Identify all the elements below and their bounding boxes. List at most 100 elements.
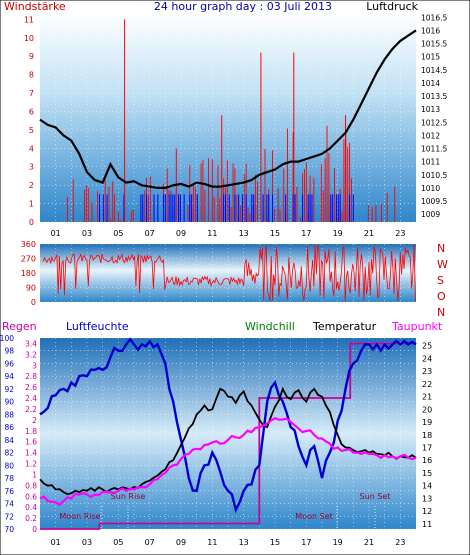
temp-tick-label: 23 bbox=[422, 367, 432, 376]
compass-letter: N bbox=[437, 242, 445, 255]
temp-tick-label: 11 bbox=[422, 520, 432, 529]
rain-tick-label: 2 bbox=[32, 416, 37, 425]
annotation-moon-rise: Moon Rise bbox=[59, 512, 100, 521]
x-tick-label-bottom: 21 bbox=[364, 538, 374, 547]
x-tick-label-bottom: 03 bbox=[82, 538, 92, 547]
rain-tick-label: 0.6 bbox=[25, 492, 37, 501]
right-tick-label: 1016.5 bbox=[421, 13, 447, 22]
x-tick-label-bottom: 09 bbox=[176, 538, 186, 547]
temp-tick-label: 15 bbox=[422, 469, 432, 478]
left-tick-label: 3 bbox=[29, 163, 34, 172]
left-tick-label: 9 bbox=[29, 52, 34, 61]
x-tick-label-top: 21 bbox=[364, 229, 374, 238]
left-tick-label: 6 bbox=[29, 107, 34, 116]
rain-tick-label: 1.2 bbox=[25, 460, 37, 469]
right-tick-label: 1014.5 bbox=[421, 66, 447, 75]
x-tick-label-top: 19 bbox=[333, 229, 343, 238]
humidity-tick-label: 98 bbox=[4, 347, 14, 356]
left-tick-label: 0 bbox=[29, 218, 34, 227]
right-tick-label: 1013.5 bbox=[421, 92, 447, 101]
left-tick-label: 5 bbox=[29, 126, 34, 135]
right-label-luftdruck: Luftdruck bbox=[366, 0, 418, 13]
humidity-tick-label: 88 bbox=[4, 410, 14, 419]
humidity-tick-label: 78 bbox=[4, 474, 14, 483]
x-tick-label-top: 13 bbox=[239, 229, 249, 238]
data-layer bbox=[39, 19, 417, 530]
x-tick-label-top: 03 bbox=[82, 229, 92, 238]
right-tick-label: 1015.5 bbox=[421, 40, 447, 49]
rain-tick-label: 0.8 bbox=[25, 481, 37, 490]
right-tick-label: 1016 bbox=[421, 26, 440, 35]
x-tick-label-top: 15 bbox=[270, 229, 280, 238]
chart-title: 24 hour graph day : 03 Juli 2013 bbox=[154, 0, 332, 13]
x-tick-label-top: 11 bbox=[207, 229, 217, 238]
pressure-line bbox=[39, 29, 417, 189]
rain-tick-label: 1.8 bbox=[25, 427, 37, 436]
temp-tick-label: 21 bbox=[422, 393, 432, 402]
temp-tick-label: 14 bbox=[422, 482, 432, 491]
direction-tick-label: 360 bbox=[21, 240, 36, 249]
rain-tick-label: 3.2 bbox=[25, 350, 37, 359]
legend-regen: Regen bbox=[2, 320, 37, 333]
humidity-tick-label: 96 bbox=[4, 359, 14, 368]
compass-letter: S bbox=[437, 274, 444, 287]
rain-tick-label: 2.2 bbox=[25, 405, 37, 414]
humidity-tick-label: 84 bbox=[4, 436, 14, 445]
rain-tick-label: 2.8 bbox=[25, 372, 37, 381]
humidity-tick-label: 82 bbox=[4, 449, 14, 458]
x-tick-label-bottom: 05 bbox=[113, 538, 123, 547]
legend-temperatur: Temperatur bbox=[312, 320, 377, 333]
temp-tick-label: 12 bbox=[422, 507, 432, 516]
x-tick-label-bottom: 19 bbox=[333, 538, 343, 547]
right-tick-label: 1010 bbox=[421, 184, 440, 193]
temp-tick-label: 24 bbox=[422, 354, 432, 363]
compass-letter: W bbox=[437, 258, 448, 271]
grid-layer bbox=[40, 12, 416, 530]
humidity-tick-label: 74 bbox=[4, 500, 14, 509]
humidity-tick-label: 72 bbox=[4, 512, 14, 521]
temp-tick-label: 13 bbox=[422, 494, 432, 503]
left-tick-label: 11 bbox=[24, 15, 34, 24]
x-tick-label-top: 01 bbox=[51, 229, 61, 238]
left-tick-label: 10 bbox=[24, 34, 34, 43]
x-tick-label-bottom: 07 bbox=[145, 538, 155, 547]
legend-luftfeuchte: Luftfeuchte bbox=[66, 320, 129, 333]
temperature-line bbox=[39, 386, 417, 496]
right-tick-label: 1014 bbox=[421, 79, 440, 88]
humidity-tick-label: 94 bbox=[4, 372, 14, 381]
humidity-line bbox=[39, 337, 417, 514]
humidity-tick-label: 90 bbox=[4, 398, 14, 407]
x-tick-label-bottom: 17 bbox=[301, 538, 311, 547]
left-tick-label: 2 bbox=[29, 181, 34, 190]
x-tick-label-bottom: 13 bbox=[239, 538, 249, 547]
temp-tick-label: 20 bbox=[422, 405, 432, 414]
annotation-sun-set: Sun Set bbox=[360, 492, 391, 501]
annotation-moon-set: Moon Set bbox=[295, 512, 332, 521]
rain-tick-label: 1.4 bbox=[25, 449, 37, 458]
rain-tick-label: 0.2 bbox=[25, 514, 37, 523]
x-tick-label-top: 05 bbox=[113, 229, 123, 238]
direction-tick-label: 90 bbox=[26, 284, 36, 293]
direction-tick-label: 0 bbox=[31, 298, 36, 307]
right-tick-label: 1012.5 bbox=[421, 118, 447, 127]
humidity-tick-label: 76 bbox=[4, 487, 14, 496]
x-tick-label-bottom: 11 bbox=[207, 538, 217, 547]
legend-windchill: Windchill bbox=[245, 320, 295, 333]
x-tick-label-top: 23 bbox=[395, 229, 405, 238]
x-tick-label-bottom: 01 bbox=[51, 538, 61, 547]
temp-tick-label: 16 bbox=[422, 456, 432, 465]
right-tick-label: 1011.5 bbox=[421, 145, 447, 154]
right-tick-label: 1010.5 bbox=[421, 171, 447, 180]
compass-letter: O bbox=[437, 290, 446, 303]
rain-tick-label: 2.4 bbox=[25, 394, 37, 403]
rain-tick-label: 1 bbox=[32, 470, 37, 479]
humidity-tick-label: 80 bbox=[4, 461, 14, 470]
direction-tick-label: 180 bbox=[21, 269, 36, 278]
humidity-tick-label: 100 bbox=[0, 334, 14, 343]
x-tick-label-top: 07 bbox=[145, 229, 155, 238]
left-tick-label: 7 bbox=[29, 89, 34, 98]
right-tick-label: 1015 bbox=[421, 53, 440, 62]
left-label-windstaerke: Windstärke bbox=[4, 0, 66, 13]
